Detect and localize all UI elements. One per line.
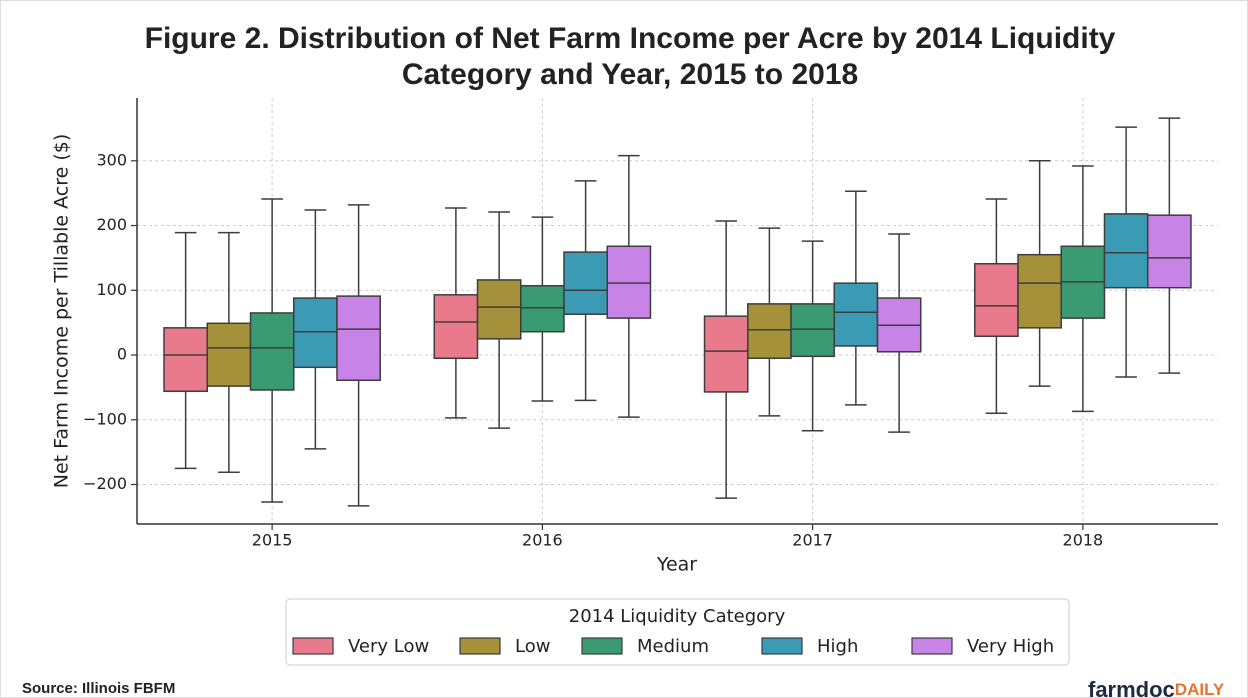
box xyxy=(292,297,338,369)
x-tick-label: 2016 xyxy=(522,531,563,550)
logo-main: farmdoc xyxy=(1088,677,1175,698)
legend-swatch xyxy=(292,637,334,655)
y-tick-label: 0 xyxy=(117,345,127,364)
box xyxy=(163,327,209,393)
box xyxy=(249,312,295,391)
legend-label: Very High xyxy=(967,636,1054,657)
legend-swatch xyxy=(459,637,501,655)
box xyxy=(833,282,879,347)
box xyxy=(747,303,792,360)
y-tick-label: 300 xyxy=(96,150,127,169)
x-tick-label: 2018 xyxy=(1063,531,1104,550)
chart-title: Figure 2. Distribution of Net Farm Incom… xyxy=(145,22,1116,55)
box xyxy=(1146,214,1192,289)
legend-label: High xyxy=(817,636,858,657)
y-tick-label: −200 xyxy=(83,474,127,493)
box xyxy=(206,322,252,387)
chart-title: Category and Year, 2015 to 2018 xyxy=(402,58,858,91)
legend-title: 2014 Liquidity Category xyxy=(569,606,786,627)
x-tick-label: 2017 xyxy=(792,531,833,550)
logo-accent: DAILY xyxy=(1175,680,1225,698)
box xyxy=(703,315,749,393)
x-tick-label: 2015 xyxy=(252,531,293,550)
legend-swatch xyxy=(911,637,953,655)
y-tick-label: 200 xyxy=(96,215,127,234)
logo: farmdocDAILY xyxy=(1088,677,1225,698)
y-tick-label: −100 xyxy=(83,409,127,428)
box xyxy=(974,262,1019,337)
box xyxy=(1017,253,1063,329)
box xyxy=(1103,213,1149,289)
legend-label: Low xyxy=(515,636,550,657)
x-axis-label: Year xyxy=(656,554,697,576)
source-note: Source: Illinois FBFM xyxy=(22,680,175,697)
legend-label: Medium xyxy=(637,636,709,657)
y-tick-label: 100 xyxy=(96,280,127,299)
box xyxy=(520,285,565,333)
box xyxy=(790,303,835,358)
y-axis-label: Net Farm Income per Tillable Acre ($) xyxy=(51,134,73,489)
box xyxy=(563,251,608,315)
box xyxy=(476,279,522,340)
legend-swatch xyxy=(761,637,803,655)
box xyxy=(336,295,381,382)
legend-label: Very Low xyxy=(348,636,429,657)
legend-swatch xyxy=(581,637,623,655)
box xyxy=(606,245,652,319)
box xyxy=(433,294,479,360)
